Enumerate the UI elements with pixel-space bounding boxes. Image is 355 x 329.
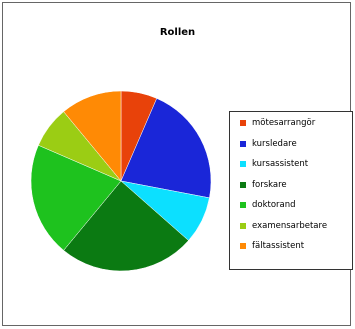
legend-label: doktorand [252,200,296,210]
legend-label: forskare [252,179,287,190]
chart-title: Rollen [159,27,196,38]
legend-swatch [240,140,246,147]
legend-item: mötesarrangör [240,116,315,130]
legend-item: kursledare [240,137,297,151]
legend-swatch [240,161,246,167]
legend-item: doktorand [240,198,296,212]
legend-swatch [240,222,246,229]
legend-label: mötesarrangör [252,118,316,128]
legend-swatch [240,120,246,126]
legend-label: fältassistent [252,241,305,251]
pie-slice-3 [63,180,189,272]
legend-label: examensarbetare [252,220,328,231]
legend-item: kursassistent [240,157,308,171]
legend-swatch [240,243,246,249]
pie-chart [30,90,212,272]
pie-slice-1 [120,98,212,199]
chart-frame: Rollen mötesarrangör kursledare kursassist… [2,2,353,326]
legend-swatch [240,202,246,208]
legend-item: forskare [240,178,287,192]
legend: mötesarrangör kursledare kursassistent fors… [229,111,353,270]
legend-swatch [240,181,246,188]
legend-item: examensarbetare [240,219,327,233]
pie-slice-6 [63,90,122,182]
legend-label: kursledare [252,138,297,149]
legend-label: kursassistent [252,159,309,169]
legend-item: fältassistent [240,239,304,253]
